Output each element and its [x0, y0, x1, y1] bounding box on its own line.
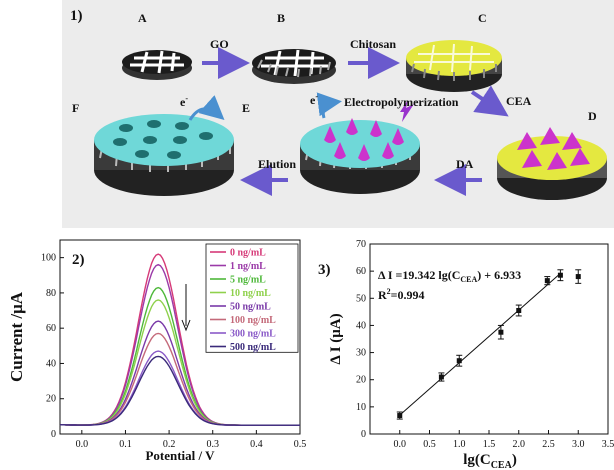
y-tick-label: 100: [41, 253, 56, 264]
electrode-b: [252, 49, 336, 84]
arrow-c-d-label: CEA: [506, 94, 532, 108]
dpv-chart: 2) 0.0 0.1 0.2 0.3 0.4 0.5 0 20 40 60 80 100 0 ng/m…: [7, 239, 307, 463]
step-b-label: B: [277, 11, 285, 25]
data-point: [438, 374, 444, 380]
x-tick-label: 0.4: [250, 439, 263, 450]
schematic-diagram: 1) A GO B Chitosan C: [70, 8, 607, 200]
x-tick-label: 2.5: [542, 439, 555, 450]
x-axis-title: lg(CCEA): [463, 452, 517, 470]
electron-label-f: e-: [180, 94, 188, 109]
y-tick-label: 0: [51, 429, 56, 440]
y-tick-label: 0: [361, 429, 366, 440]
panel2-label: 2): [72, 252, 85, 268]
x-tick-label: 0.5: [294, 439, 307, 450]
step-a-label: A: [138, 11, 147, 25]
panel1-label: 1): [70, 8, 83, 24]
legend-label: 5 ng/mL: [230, 275, 266, 286]
calibration-chart: 3) 0.0 0.5 1.0 1.5 2.0 2.5 3.0 3.5 0 10 20 30 40 50 60…: [318, 239, 614, 470]
legend-box: [205, 243, 299, 353]
r-squared-text: R2=0.994: [378, 287, 425, 302]
y-tick-label: 60: [356, 266, 366, 277]
y-tick-label: 50: [356, 293, 366, 304]
x-tick-label: 0.5: [423, 439, 436, 450]
plot-frame: [59, 239, 301, 435]
y-tick-label: 40: [46, 358, 56, 369]
series-line: [59, 355, 300, 426]
arrow-a-b-label: GO: [210, 37, 229, 51]
x-tick-label: 2.0: [513, 439, 526, 450]
y-tick-label: 10: [356, 402, 366, 413]
data-point: [456, 358, 462, 364]
y-tick-label: 30: [356, 348, 366, 359]
legend-label: 10 ng/mL: [230, 288, 271, 299]
legend-label: 300 ng/mL: [230, 329, 276, 340]
y-tick-label: 20: [46, 394, 56, 405]
schematic-panel: 1) A GO B Chitosan C: [62, 0, 614, 228]
x-tick-label: 1.0: [453, 439, 466, 450]
x-axis-title: Potential / V: [145, 448, 215, 463]
y-axis-title: Current /μA: [7, 291, 26, 382]
data-point: [544, 278, 550, 284]
electrode-a: [122, 50, 192, 80]
data-point: [397, 413, 403, 419]
y-tick-label: 70: [356, 239, 366, 250]
data-point: [498, 329, 504, 335]
x-tick-label: 0.3: [206, 439, 219, 450]
y-tick-label: 20: [356, 375, 366, 386]
x-tick-label: 3.0: [572, 439, 585, 450]
arrow-c-d: [470, 85, 509, 117]
panel3-label: 3): [318, 262, 331, 278]
electrode-e: [300, 92, 420, 194]
electropolymerization-label: Electropolymerization: [344, 95, 459, 109]
step-d-label: D: [588, 109, 597, 123]
data-point: [516, 308, 522, 313]
y-tick-label: 40: [356, 320, 366, 331]
x-tick-label: 1.5: [483, 439, 496, 450]
y-tick-label: 80: [46, 288, 56, 299]
legend-label: 500 ng/mL: [230, 342, 276, 353]
electrode-f: [94, 95, 234, 196]
step-e-label: E: [242, 101, 250, 115]
electron-label-e: e-: [310, 92, 318, 107]
legend-label: 100 ng/mL: [230, 315, 276, 326]
fit-line: [399, 273, 561, 416]
legend-label: 50 ng/mL: [230, 302, 271, 313]
x-tick-label: 0.2: [163, 439, 176, 450]
y-axis-title: Δ I (μA): [328, 313, 344, 364]
y-tick-label: 60: [46, 323, 56, 334]
arrow-d-e-label: DA: [456, 157, 474, 171]
data-point: [575, 274, 581, 280]
step-c-label: C: [478, 11, 487, 25]
x-tick-label: 0.0: [394, 439, 407, 450]
data-point: [557, 272, 563, 278]
step-f-label: F: [72, 101, 79, 115]
electrode-d: [497, 127, 607, 200]
legend-label: 1 ng/mL: [230, 261, 266, 272]
electrode-c: [406, 40, 502, 92]
equation-text: Δ I =19.342 lg(CCEA) + 6.933: [378, 268, 521, 284]
arrow-b-c-label: Chitosan: [350, 37, 396, 51]
x-tick-label: 3.5: [602, 439, 614, 450]
x-tick-label: 0.0: [76, 439, 89, 450]
x-tick-label: 0.1: [119, 439, 132, 450]
arrow-e-f-label: Elution: [258, 157, 296, 171]
legend-label: 0 ng/mL: [230, 248, 266, 259]
